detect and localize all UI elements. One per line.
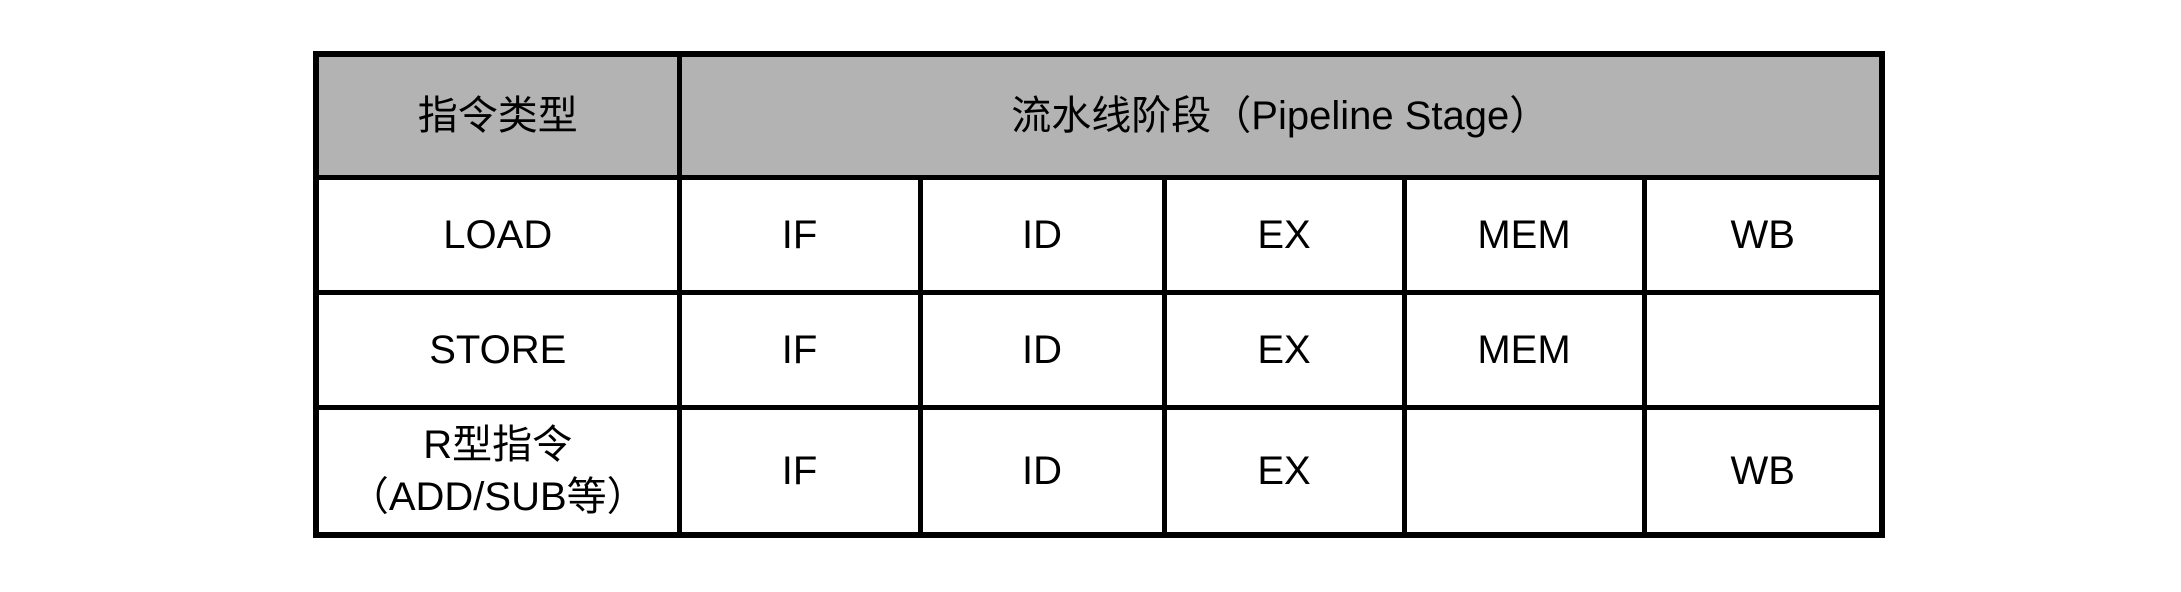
stage-cell: MEM (1401, 174, 1647, 295)
stage-cell: IF (676, 174, 923, 295)
stage-cell: WB (1641, 174, 1885, 295)
table-header-row: 指令类型 流水线阶段（Pipeline Stage） (313, 51, 1885, 180)
table-row-store: STORE IF ID EX MEM (313, 289, 1885, 410)
table-row-rtype: R型指令 （ADD/SUB等） IF ID EX WB (313, 404, 1885, 538)
instruction-type-cell: STORE (313, 289, 682, 410)
stage-cell-empty (1401, 404, 1647, 538)
table-row-load: LOAD IF ID EX MEM WB (313, 174, 1885, 295)
stage-cell: EX (1161, 174, 1407, 295)
stage-cell: WB (1641, 404, 1885, 538)
stage-cell: EX (1161, 404, 1407, 538)
instruction-type-line: R型指令 (423, 422, 573, 467)
stage-cell: EX (1161, 289, 1407, 410)
header-cell-instruction-type: 指令类型 (313, 51, 682, 180)
instruction-type-cell: R型指令 （ADD/SUB等） (313, 404, 682, 538)
pipeline-stage-table: 指令类型 流水线阶段（Pipeline Stage） LOAD IF ID EX… (313, 51, 1885, 538)
stage-cell: MEM (1401, 289, 1647, 410)
stage-cell: ID (917, 404, 1167, 538)
instruction-type-line: （ADD/SUB等） (348, 474, 647, 519)
stage-cell: ID (917, 289, 1167, 410)
stage-cell-empty (1641, 289, 1885, 410)
stage-cell: IF (676, 404, 923, 538)
header-cell-pipeline-stage: 流水线阶段（Pipeline Stage） (676, 51, 1885, 180)
stage-cell: IF (676, 289, 923, 410)
stage-cell: ID (917, 174, 1167, 295)
instruction-type-cell: LOAD (313, 174, 682, 295)
